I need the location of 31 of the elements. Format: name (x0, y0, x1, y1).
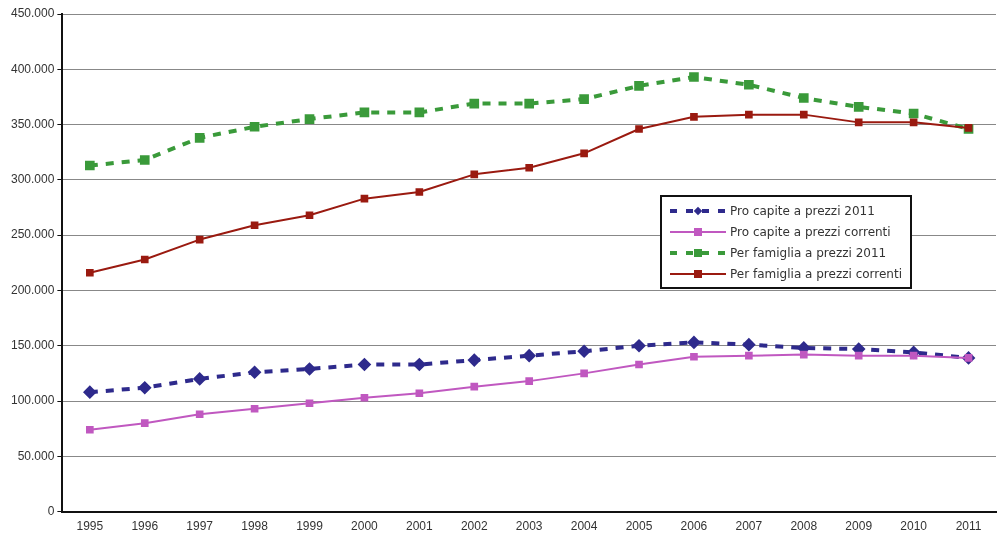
x-tick-label: 2006 (680, 519, 708, 534)
x-tick-label: 1998 (241, 519, 269, 534)
x-tick-label: 2010 (900, 519, 928, 534)
x-tick-label: 2007 (735, 519, 763, 534)
y-tick-label: 250.000 (10, 227, 55, 242)
x-tick-label: 1996 (131, 519, 159, 534)
y-tick-label: 100.000 (10, 393, 55, 408)
legend-label: Pro capite a prezzi 2011 (730, 203, 875, 218)
x-tick-label: 2001 (406, 519, 434, 534)
y-tick-label: 400.000 (10, 61, 55, 76)
x-tick-label: 2005 (625, 519, 653, 534)
y-tick-label: 350.000 (10, 116, 55, 131)
y-tick-label: 50.000 (17, 448, 55, 463)
x-tick-label: 2003 (515, 519, 543, 534)
x-tick-label: 2002 (460, 519, 488, 534)
x-tick-label: 2009 (845, 519, 873, 534)
y-tick-label: 450.000 (10, 6, 55, 21)
y-tick-label: 0 (47, 503, 55, 518)
x-tick-label: 2011 (955, 519, 982, 534)
legend-label: Per famiglia a prezzi 2011 (730, 245, 887, 260)
legend-label: Pro capite a prezzi correnti (730, 224, 891, 239)
x-tick-label: 1997 (186, 519, 214, 534)
y-tick-label: 200.000 (10, 282, 55, 297)
legend-label: Per famiglia a prezzi correnti (730, 266, 902, 281)
x-tick-label: 2000 (351, 519, 379, 534)
x-tick-label: 1999 (296, 519, 324, 534)
y-tick-label: 300.000 (10, 172, 55, 187)
y-tick-label: 150.000 (10, 338, 55, 353)
x-tick-label: 1995 (76, 519, 104, 534)
x-tick-label: 2008 (790, 519, 818, 534)
x-tick-label: 2004 (570, 519, 598, 534)
